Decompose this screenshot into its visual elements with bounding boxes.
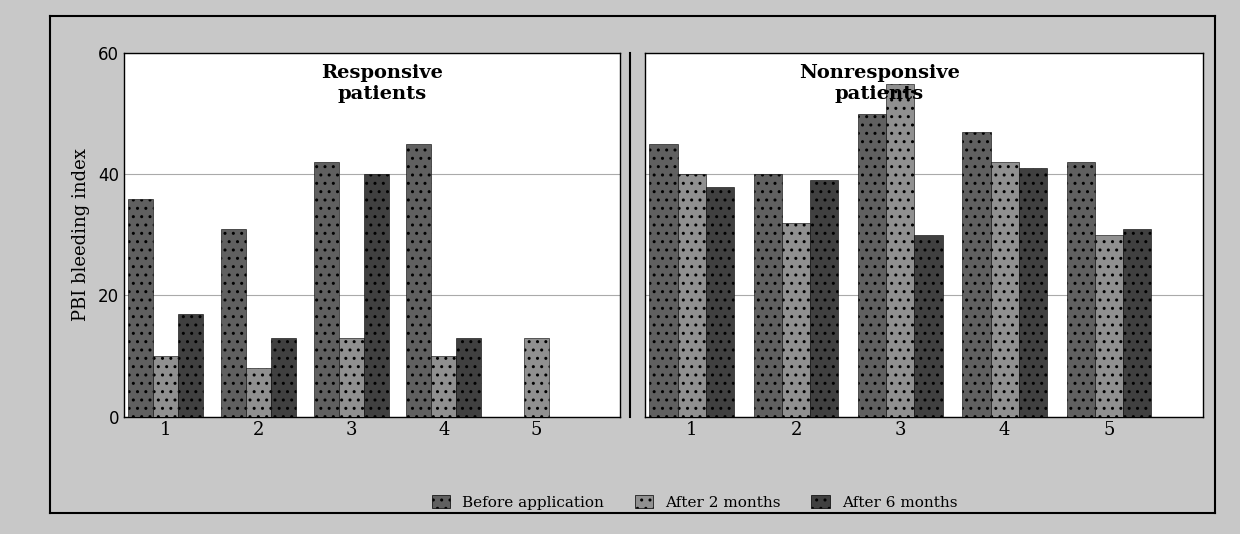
Legend: Before application, After 2 months, After 6 months: Before application, After 2 months, Afte… (425, 489, 963, 516)
Bar (339, 338, 363, 417)
Bar (432, 356, 456, 417)
Bar (706, 186, 734, 417)
Text: Nonresponsive
patients: Nonresponsive patients (799, 64, 960, 103)
Bar (810, 180, 838, 417)
Bar (677, 175, 706, 417)
Bar (1123, 229, 1151, 417)
Bar (246, 368, 272, 417)
Bar (1095, 235, 1123, 417)
Text: Responsive
patients: Responsive patients (321, 64, 443, 103)
Bar (525, 338, 549, 417)
Bar (991, 162, 1019, 417)
Bar (363, 175, 388, 417)
Bar (179, 313, 203, 417)
Bar (887, 84, 914, 417)
Bar (314, 162, 339, 417)
Bar (221, 229, 246, 417)
Bar (272, 338, 296, 417)
Bar (754, 175, 782, 417)
Y-axis label: PBI bleeding index: PBI bleeding index (72, 148, 89, 321)
Bar (1066, 162, 1095, 417)
Bar (154, 356, 179, 417)
Bar (914, 235, 942, 417)
Bar (782, 223, 810, 417)
Bar (128, 199, 154, 417)
Bar (1019, 168, 1047, 417)
Bar (407, 144, 432, 417)
Bar (650, 144, 677, 417)
Bar (858, 114, 887, 417)
Bar (962, 132, 991, 417)
Bar (456, 338, 481, 417)
